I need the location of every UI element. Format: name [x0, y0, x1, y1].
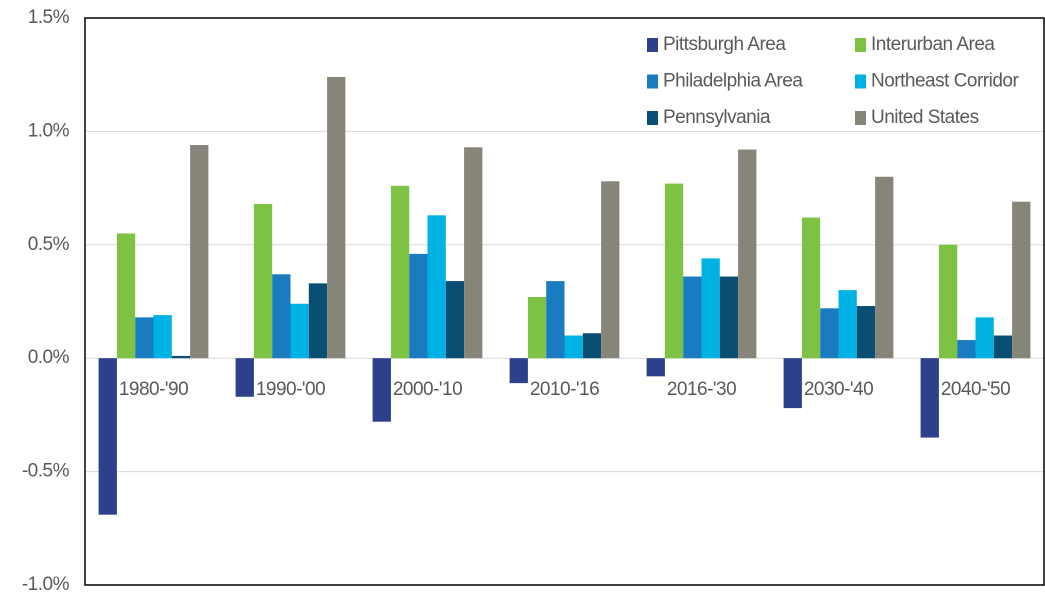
x-tick-label: 1990-'00 — [256, 379, 325, 400]
legend-label: Pittsburgh Area — [663, 34, 786, 55]
bar — [975, 317, 994, 359]
bar — [527, 296, 547, 359]
bar — [445, 281, 465, 359]
bar — [838, 290, 857, 359]
y-tick-label: 1.0% — [28, 120, 70, 141]
plot-frame — [84, 17, 1045, 586]
bar — [820, 308, 839, 359]
bar — [1012, 201, 1031, 359]
bar — [290, 303, 309, 359]
bar — [190, 145, 209, 359]
legend-swatch — [647, 38, 658, 52]
bar — [564, 335, 583, 359]
legend-label: United States — [871, 107, 979, 128]
bar — [683, 276, 702, 359]
bar — [993, 335, 1013, 359]
bar — [719, 276, 739, 359]
bar — [98, 358, 117, 515]
bar — [409, 253, 428, 359]
bar — [308, 283, 328, 359]
y-tick-label: 0.0% — [28, 347, 70, 368]
bar — [875, 176, 894, 359]
bar — [582, 333, 602, 359]
bar — [253, 203, 273, 359]
bar — [664, 183, 684, 359]
y-tick-label: -1.0% — [22, 574, 70, 595]
legend-label: Philadelphia Area — [663, 71, 803, 92]
y-tick-label: 1.5% — [28, 7, 70, 28]
bar — [427, 215, 446, 359]
x-tick-label: 2010-'16 — [530, 379, 599, 400]
bar — [116, 233, 136, 359]
bar — [171, 355, 191, 359]
legend-swatch — [647, 111, 658, 125]
x-tick-label: 2030-'40 — [804, 379, 873, 400]
x-tick-label: 2000-'10 — [393, 379, 462, 400]
x-tick-label: 1980-'90 — [119, 379, 188, 400]
bar — [783, 358, 802, 409]
bar — [546, 281, 565, 359]
x-tick-label: 2040-'50 — [941, 379, 1010, 400]
bar — [957, 340, 976, 359]
bar — [509, 358, 528, 384]
legend-label: Pennsylvania — [663, 107, 771, 128]
bar — [135, 317, 154, 359]
bar — [646, 358, 665, 377]
legend-swatch — [855, 38, 866, 52]
y-tick-label: -0.5% — [22, 461, 70, 482]
bar — [601, 181, 620, 359]
legend-swatch — [855, 111, 866, 125]
bar — [372, 358, 391, 422]
bar — [327, 76, 346, 359]
bar — [235, 358, 254, 397]
bar — [801, 217, 821, 359]
bar — [464, 147, 483, 359]
x-tick-label: 2016-'30 — [667, 379, 736, 400]
bar — [856, 306, 876, 359]
bar — [701, 258, 720, 359]
bar — [920, 358, 939, 438]
legend-swatch — [855, 74, 866, 89]
bar — [272, 274, 291, 359]
y-tick-label: 0.5% — [28, 234, 70, 255]
bar — [390, 185, 410, 359]
bar — [938, 244, 958, 359]
legend-label: Interurban Area — [871, 34, 995, 55]
legend-swatch — [647, 74, 658, 89]
bar — [153, 315, 172, 359]
bar — [738, 149, 757, 359]
legend-label: Northeast Corridor — [871, 71, 1019, 92]
